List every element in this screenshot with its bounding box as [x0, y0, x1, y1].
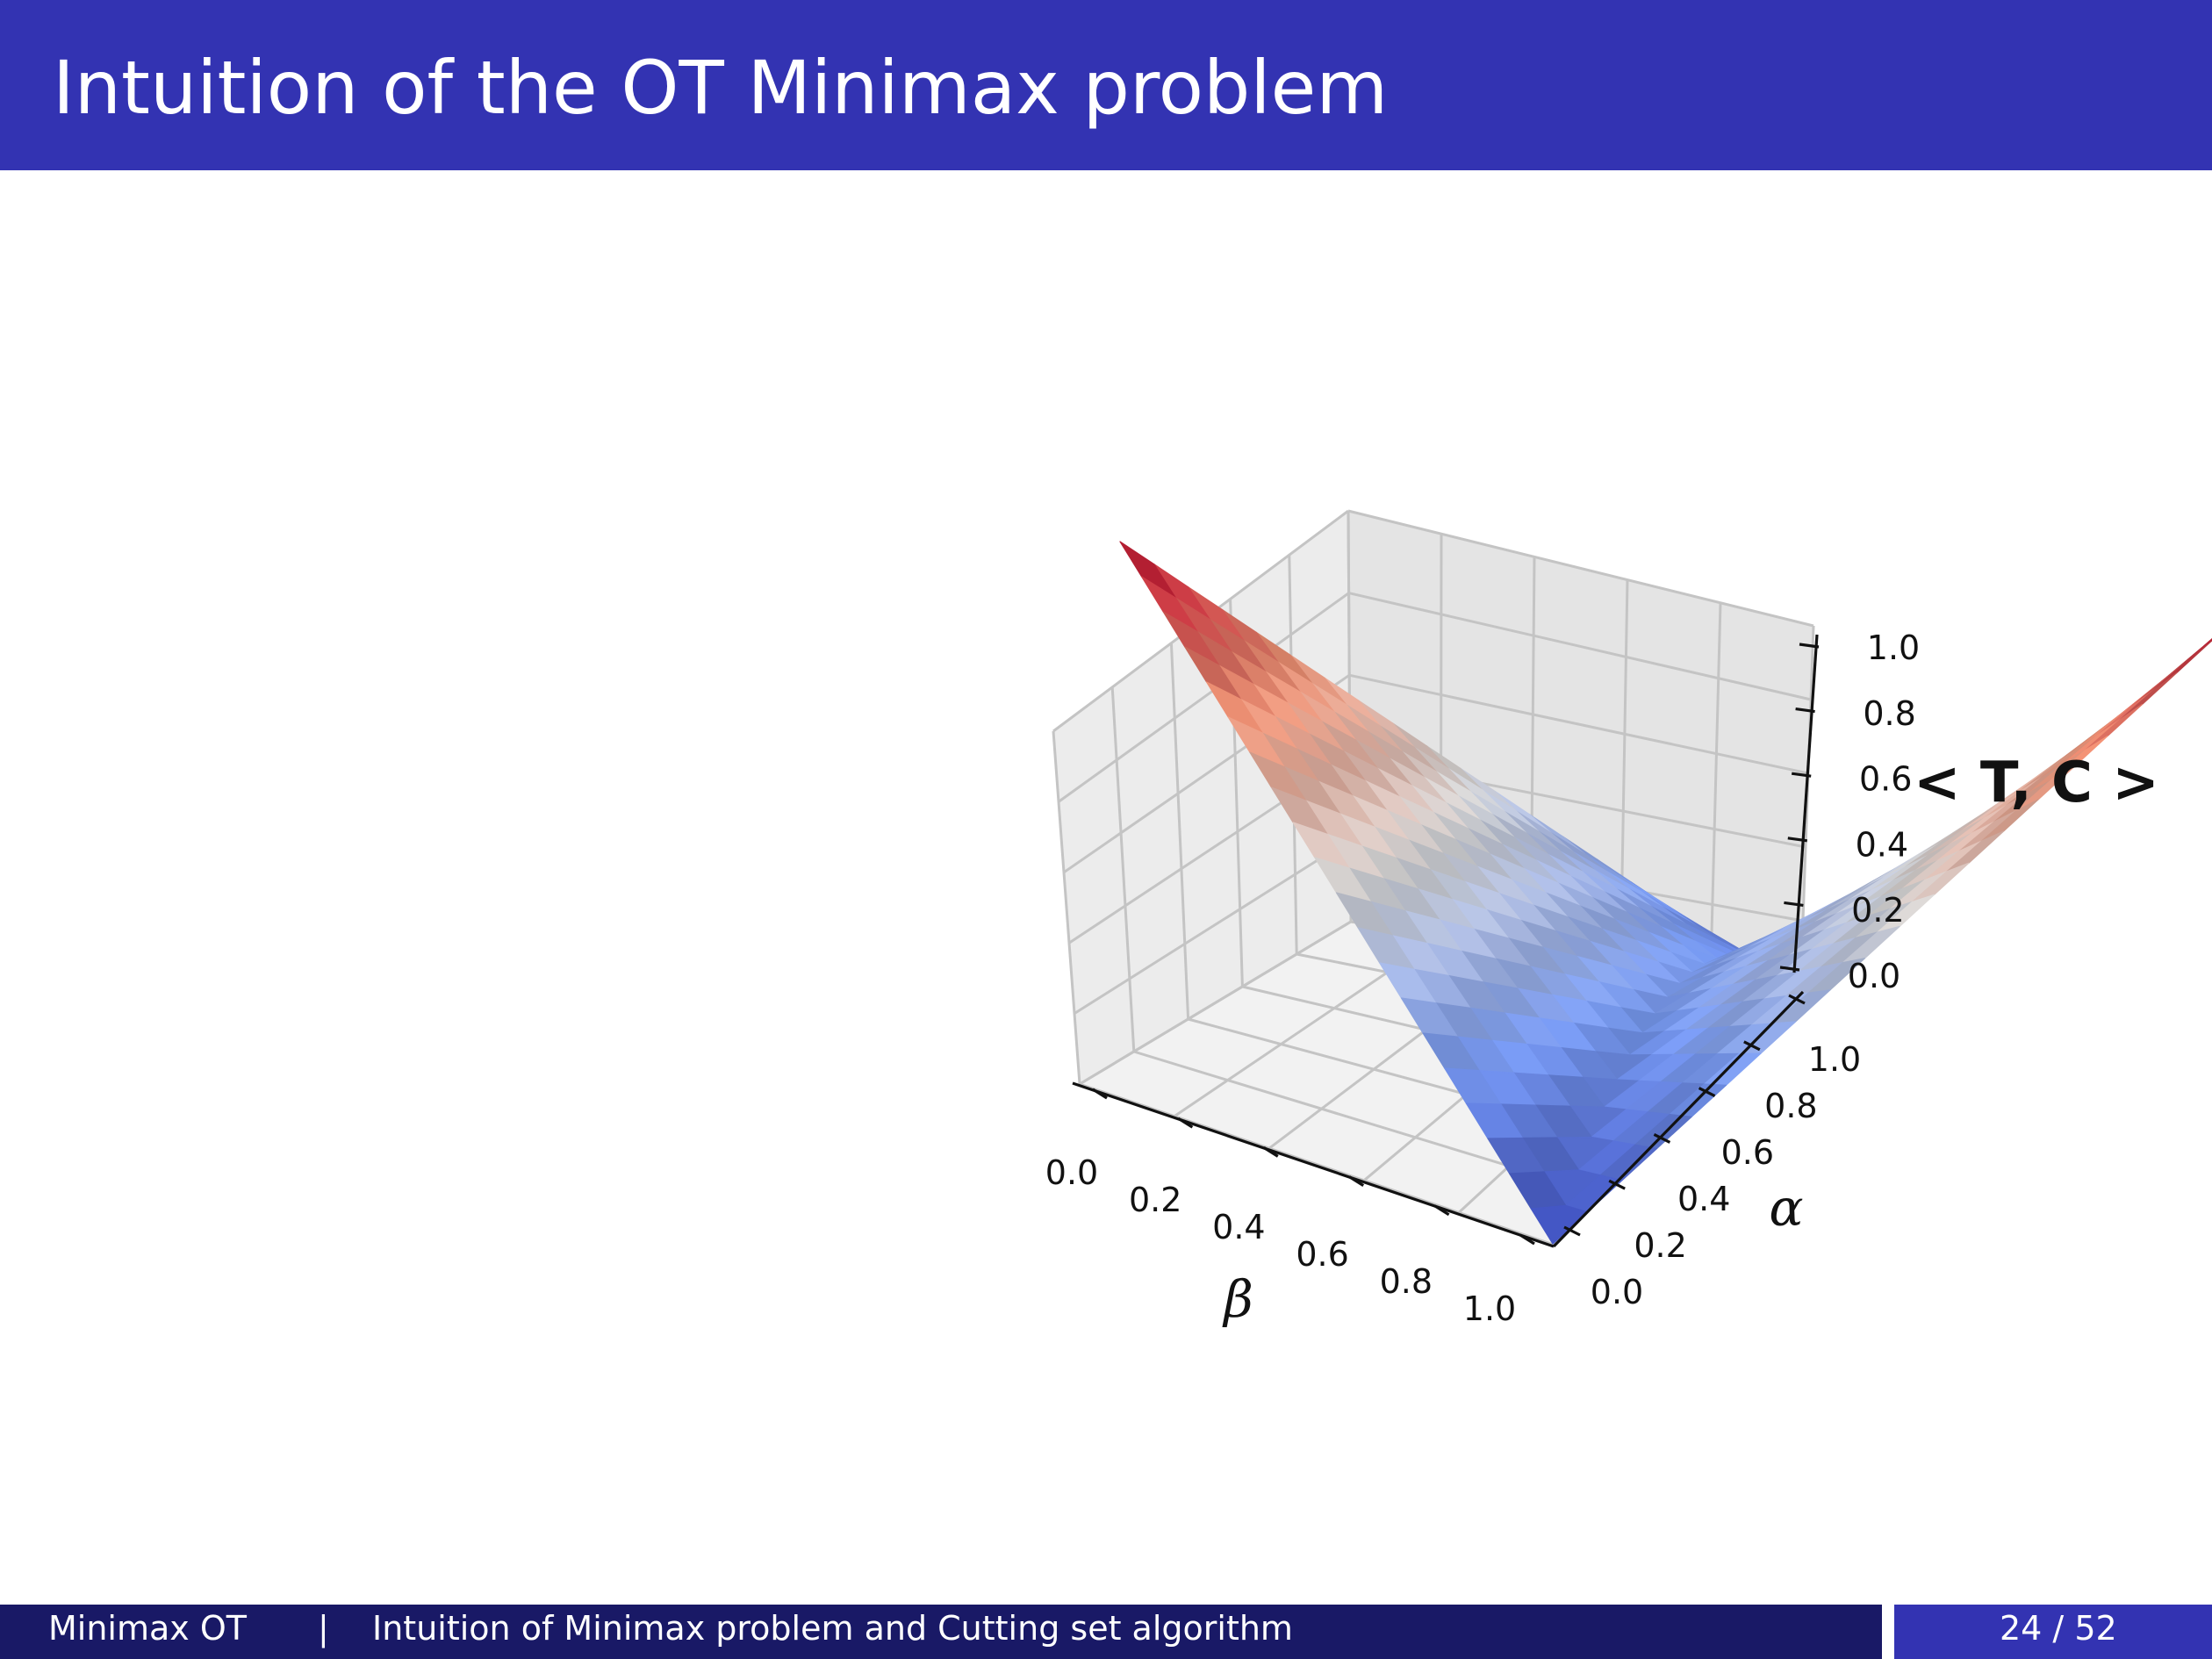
- tick-labels: 0.0 0.2 0.4 0.6 0.8 1.0 0.0 0.2 0.4 0.6 0.8 1.0 0.0 0…: [1045, 628, 1920, 1328]
- z-tick-label: 0.2: [1851, 891, 1904, 930]
- y-tick-label: 0.2: [1634, 1226, 1686, 1265]
- slide-title: Intuition of the OT Minimax problem: [53, 45, 1389, 131]
- grid-line: [1074, 838, 1352, 1015]
- grid-lines: [1052, 509, 1815, 1246]
- x-tick-label: 0.6: [1296, 1235, 1348, 1274]
- grid-line: [1079, 920, 1352, 1086]
- y-tick-label: 0.6: [1721, 1133, 1774, 1172]
- footer-bar-left: [0, 1605, 1882, 1659]
- y-tick-label: 0.4: [1677, 1180, 1730, 1218]
- footer-short-title: Minimax OT: [48, 1609, 247, 1648]
- y-tick-mark: [1608, 1179, 1626, 1190]
- x-axis-line: [1072, 1081, 1555, 1248]
- surface-facet: [2085, 703, 2144, 751]
- grid-line: [1348, 592, 1812, 701]
- z-tick-mark: [1799, 643, 1820, 649]
- grid-line: [1079, 1082, 1555, 1246]
- y-tick-label: 1.0: [1808, 1040, 1861, 1079]
- z-tick-label: 1.0: [1867, 628, 1920, 667]
- grid-line: [1348, 673, 1809, 775]
- y-tick-label: 0.8: [1764, 1087, 1817, 1125]
- surface-facet: [2154, 640, 2212, 690]
- footer-bar-right: [1894, 1605, 2212, 1659]
- z-tick-mark: [1795, 707, 1815, 714]
- z-tick-label: 0.4: [1856, 825, 1908, 864]
- z-tick-label: 0.6: [1859, 760, 1912, 799]
- surface-mesh: [1119, 541, 2212, 1245]
- y-tick-mark: [1788, 994, 1806, 1005]
- y-tick-label: 0.0: [1591, 1273, 1643, 1311]
- grid-line: [1058, 592, 1350, 803]
- footer-separator: |: [318, 1609, 329, 1648]
- z-axis-label: < T, C >: [1914, 750, 2159, 815]
- z-tick-label: 0.0: [1848, 957, 1900, 995]
- y-axis-line: [1552, 990, 1805, 1248]
- x-tick-mark: [1348, 1175, 1365, 1187]
- x-tick-label: 0.2: [1129, 1181, 1181, 1219]
- y-tick-mark: [1563, 1225, 1581, 1237]
- x-tick-mark: [1177, 1117, 1194, 1129]
- surface-facet: [2119, 672, 2178, 721]
- y-tick-mark: [1698, 1087, 1716, 1098]
- grid-line: [1169, 643, 1190, 1020]
- z-tick-mark: [1787, 837, 1808, 843]
- z-tick-mark: [1779, 966, 1800, 972]
- footer-section-title: Intuition of Minimax problem and Cutting…: [372, 1609, 1293, 1648]
- x-axis-label: β: [1222, 1269, 1253, 1329]
- grid-line: [1347, 509, 1814, 628]
- x-tick-label: 0.4: [1212, 1208, 1265, 1246]
- grid-line: [1110, 686, 1136, 1052]
- x-tick-label: 0.0: [1045, 1153, 1098, 1192]
- surface-facet: [2166, 638, 2212, 678]
- axis-lines: [1072, 634, 1820, 1248]
- z-tick-mark: [1791, 772, 1812, 778]
- y-tick-mark: [1653, 1132, 1671, 1144]
- z-tick-label: 0.8: [1863, 694, 1915, 733]
- surface-plot: 0.0 0.2 0.4 0.6 0.8 1.0 0.0 0.2 0.4 0.6 0.8 1.0 0.0 0…: [1045, 509, 2212, 1329]
- x-tick-label: 0.8: [1380, 1262, 1433, 1301]
- x-tick-mark: [1519, 1233, 1535, 1246]
- x-tick-label: 1.0: [1463, 1289, 1516, 1328]
- x-tick-mark: [1433, 1204, 1450, 1217]
- z-tick-mark: [1784, 901, 1804, 907]
- y-axis-label: α: [1769, 1178, 1803, 1238]
- x-tick-mark: [1092, 1088, 1108, 1100]
- z-axis-line: [1792, 634, 1819, 973]
- page-number: 24 / 52: [2000, 1609, 2117, 1648]
- grid-line: [1709, 602, 1722, 980]
- grid-line: [1052, 730, 1081, 1085]
- y-tick-mark: [1743, 1040, 1761, 1052]
- slide-header: [0, 0, 2212, 170]
- x-tick-mark: [1262, 1146, 1279, 1158]
- surface-facet: [1119, 541, 1177, 599]
